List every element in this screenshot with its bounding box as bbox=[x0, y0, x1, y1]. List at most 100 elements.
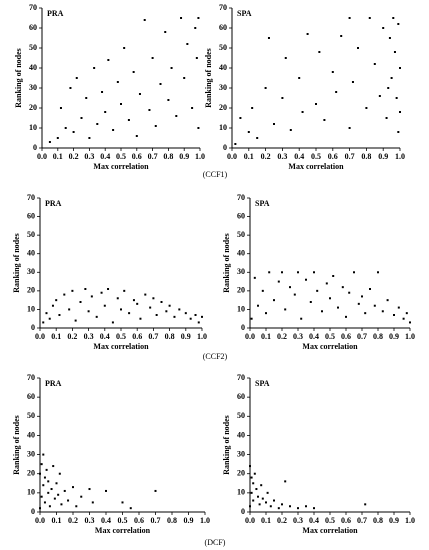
y-tick-label: 30 bbox=[237, 267, 245, 276]
y-tick-label: 20 bbox=[27, 286, 35, 295]
point bbox=[186, 43, 189, 45]
y-tick-label: 40 bbox=[237, 430, 245, 439]
y-tick-label: 60 bbox=[27, 392, 35, 401]
point bbox=[104, 111, 107, 113]
point bbox=[368, 17, 371, 19]
point bbox=[392, 17, 395, 19]
point bbox=[395, 97, 398, 99]
point bbox=[201, 315, 203, 318]
point bbox=[273, 123, 275, 125]
y-tick-label: 40 bbox=[29, 63, 37, 72]
point bbox=[107, 288, 110, 290]
x-tick-label: 1.0 bbox=[405, 332, 415, 341]
x-tick-label: 0.0 bbox=[35, 332, 45, 341]
point bbox=[48, 141, 51, 143]
y-tick-label: 10 bbox=[27, 304, 35, 313]
point bbox=[88, 137, 91, 139]
point bbox=[120, 308, 122, 311]
x-axis-label: Max correlation bbox=[93, 162, 149, 171]
point bbox=[90, 295, 93, 298]
x-tick-label: 0.2 bbox=[277, 332, 287, 341]
point bbox=[402, 317, 405, 320]
point bbox=[112, 129, 115, 131]
x-tick-label: 0.9 bbox=[389, 332, 399, 341]
x-tick-label: 0.5 bbox=[118, 516, 128, 525]
point bbox=[167, 99, 170, 101]
caption: (DCF) bbox=[205, 538, 226, 547]
point bbox=[315, 103, 317, 105]
x-tick-label: 0.1 bbox=[53, 152, 63, 161]
point bbox=[42, 484, 45, 487]
point bbox=[397, 306, 400, 309]
x-tick-label: 0.5 bbox=[311, 152, 321, 161]
x-tick-label: 0.3 bbox=[84, 332, 94, 341]
point bbox=[257, 495, 259, 498]
point bbox=[59, 107, 62, 109]
point bbox=[75, 505, 78, 508]
y-tick-label: 70 bbox=[29, 3, 37, 12]
x-tick-label: 0.4 bbox=[101, 516, 111, 525]
point bbox=[60, 503, 63, 506]
point bbox=[289, 505, 291, 508]
point bbox=[325, 282, 328, 285]
y-tick-label: 50 bbox=[27, 230, 35, 239]
point bbox=[154, 125, 157, 127]
point bbox=[261, 289, 264, 292]
point bbox=[365, 107, 368, 109]
y-axis-label: Ranking of nodes bbox=[204, 48, 213, 108]
point bbox=[84, 288, 87, 290]
caption: (CCF1) bbox=[203, 170, 228, 179]
point bbox=[80, 495, 83, 498]
x-tick-label: 0.0 bbox=[245, 332, 255, 341]
x-tick-label: 0.4 bbox=[309, 332, 319, 341]
x-tick-label: 0.8 bbox=[163, 152, 173, 161]
point bbox=[321, 310, 323, 313]
x-tick-label: 0.9 bbox=[389, 516, 399, 525]
point bbox=[348, 291, 351, 294]
point bbox=[135, 135, 138, 137]
point bbox=[300, 317, 303, 320]
point bbox=[239, 117, 242, 119]
point bbox=[129, 507, 132, 510]
y-tick-label: 20 bbox=[29, 103, 37, 112]
x-tick-label: 0.6 bbox=[328, 152, 338, 161]
point bbox=[58, 472, 61, 475]
y-tick-label: 70 bbox=[219, 3, 227, 12]
point bbox=[345, 315, 347, 318]
point bbox=[377, 271, 379, 274]
x-tick-label: 0.3 bbox=[277, 152, 287, 161]
y-tick-label: 20 bbox=[27, 469, 35, 478]
point bbox=[293, 293, 296, 296]
x-tick-label: 0.8 bbox=[361, 152, 371, 161]
x-axis-label: Max correlation bbox=[93, 342, 149, 351]
y-axis-label: Ranking of nodes bbox=[222, 415, 231, 475]
y-tick-label: 20 bbox=[237, 469, 245, 478]
point bbox=[116, 297, 119, 300]
point bbox=[189, 317, 192, 320]
point bbox=[175, 115, 178, 117]
point bbox=[55, 299, 58, 302]
x-tick-label: 0.9 bbox=[184, 516, 194, 525]
x-tick-label: 0.1 bbox=[52, 516, 62, 525]
x-tick-label: 1.0 bbox=[405, 516, 415, 525]
point bbox=[168, 304, 171, 307]
point bbox=[353, 271, 355, 274]
x-tick-label: 0.0 bbox=[227, 152, 237, 161]
point bbox=[116, 81, 119, 83]
y-tick-label: 20 bbox=[219, 103, 227, 112]
point bbox=[265, 501, 267, 504]
point bbox=[123, 289, 126, 292]
y-axis-label: Ranking of nodes bbox=[222, 233, 231, 293]
point bbox=[85, 97, 88, 99]
x-tick-label: 0.6 bbox=[132, 152, 142, 161]
panel-title: SPA bbox=[237, 9, 252, 18]
y-tick-label: 30 bbox=[219, 83, 227, 92]
point bbox=[144, 293, 147, 296]
point bbox=[103, 304, 106, 307]
point bbox=[93, 67, 96, 69]
x-tick-label: 0.4 bbox=[100, 332, 110, 341]
y-axis-label: Ranking of nodes bbox=[14, 48, 23, 108]
x-tick-label: 0.3 bbox=[293, 332, 303, 341]
x-tick-label: 0.1 bbox=[261, 516, 271, 525]
x-tick-label: 0.4 bbox=[294, 152, 304, 161]
